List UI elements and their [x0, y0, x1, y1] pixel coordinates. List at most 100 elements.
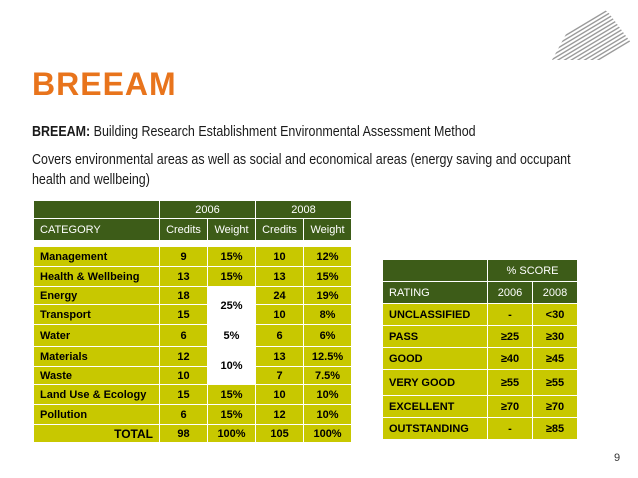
credits-cell: 12 — [159, 346, 208, 367]
weight-cell: 19% — [303, 286, 353, 305]
credits-cell: 15 — [159, 384, 208, 405]
table-row: EXCELLENT ≥70 ≥70 — [382, 395, 578, 418]
table-row: Waste 10 7 7.5% — [33, 366, 353, 385]
credits-cell: 13 — [159, 266, 208, 287]
total-weight-2006: 100% — [206, 424, 257, 443]
credits-cell: 7 — [255, 366, 305, 385]
total-row: TOTAL 98 100% 105 100% — [33, 424, 353, 443]
score-cell: ≥40 — [487, 347, 533, 370]
weight-cell: 6% — [303, 324, 353, 347]
table-row: Energy 18 25% 24 19% — [33, 286, 353, 325]
column-header-credits-2006: Credits — [159, 218, 208, 241]
weight-cell: 15% — [206, 266, 257, 287]
table-row: Pollution 6 15% 12 10% — [33, 404, 353, 425]
page-title: BREEAM — [32, 66, 177, 102]
weight-cell: 10% — [303, 404, 353, 425]
column-header-weight-2008: Weight — [303, 218, 353, 241]
category-cell: Pollution — [33, 404, 160, 425]
total-label: TOTAL — [33, 424, 160, 443]
table-row: Management 9 15% 10 12% — [33, 246, 353, 267]
credits-cell: 13 — [255, 346, 305, 367]
score-cell: ≥70 — [532, 395, 578, 418]
rating-cell: GOOD — [382, 347, 488, 370]
column-header-2006: 2006 — [487, 281, 533, 304]
credits-cell: 6 — [255, 324, 305, 347]
weight-cell: 10% — [303, 384, 353, 405]
subtitle: BREEAM: Building Research Establishment … — [32, 124, 476, 140]
column-header-2008: 2008 — [532, 281, 578, 304]
weight-cell: 12.5% — [303, 346, 353, 367]
credits-cell: 10 — [255, 246, 305, 267]
total-credits-2006: 98 — [159, 424, 208, 443]
table-row: Health & Wellbeing 13 15% 13 15% — [33, 266, 353, 287]
column-header-weight-2006: Weight — [206, 218, 257, 241]
table-row: Water 6 5% 6 6% — [33, 324, 353, 347]
subtitle-acronym: BREEAM: — [32, 124, 91, 140]
table-row: Materials 12 10% 13 12.5% — [33, 346, 353, 385]
score-cell: ≥45 — [532, 347, 578, 370]
table-row: Land Use & Ecology 15 15% 10 10% — [33, 384, 353, 405]
column-header-credits-2008: Credits — [255, 218, 305, 241]
score-cell: - — [487, 303, 533, 326]
rating-cell: OUTSTANDING — [382, 417, 488, 440]
score-cell: ≥30 — [532, 325, 578, 348]
rating-table: % SCORE RATING 2006 2008 UNCLASSIFIED - … — [382, 259, 578, 440]
category-cell: Materials — [33, 346, 160, 367]
weight-cell: 7.5% — [303, 366, 353, 385]
categories-table: 2006 2008 CATEGORY Credits Weight Credit… — [32, 200, 353, 443]
credits-cell: 15 — [159, 304, 208, 325]
credits-cell: 10 — [159, 366, 208, 385]
weight-cell: 12% — [303, 246, 353, 267]
credits-cell: 6 — [159, 324, 208, 347]
weight-cell: 15% — [206, 404, 257, 425]
score-cell: ≥55 — [532, 369, 578, 396]
total-weight-2008: 100% — [303, 424, 353, 443]
weight-cell: 15% — [206, 384, 257, 405]
rating-cell: PASS — [382, 325, 488, 348]
table-row: VERY GOOD ≥55 ≥55 — [382, 369, 578, 396]
rating-cell: UNCLASSIFIED — [382, 303, 488, 326]
credits-cell: 10 — [255, 304, 305, 325]
category-cell: Land Use & Ecology — [33, 384, 160, 405]
year-header-2006: 2006 — [158, 200, 257, 219]
total-credits-2008: 105 — [255, 424, 305, 443]
table-row: UNCLASSIFIED - <30 — [382, 303, 578, 326]
weight-cell: 8% — [303, 304, 353, 325]
score-cell: - — [487, 417, 533, 440]
weight-cell-merged: 25% — [206, 286, 257, 325]
striped-arch-logo-icon — [552, 7, 638, 60]
blank-header-cell — [382, 259, 488, 282]
rating-cell: EXCELLENT — [382, 395, 488, 418]
category-cell: Management — [33, 246, 160, 267]
credits-cell: 12 — [255, 404, 305, 425]
weight-cell: 5% — [206, 324, 257, 347]
weight-cell-merged: 10% — [206, 346, 257, 385]
page-number: 9 — [614, 452, 621, 464]
description-text: Covers environmental areas as well as so… — [32, 152, 571, 188]
category-cell: Transport — [33, 304, 160, 325]
category-cell: Water — [33, 324, 160, 347]
rating-cell: VERY GOOD — [382, 369, 488, 396]
score-header: % SCORE — [487, 259, 578, 282]
table-row: OUTSTANDING - ≥85 — [382, 417, 578, 440]
category-cell: Waste — [33, 366, 160, 385]
credits-cell: 18 — [159, 286, 208, 305]
credits-cell: 13 — [255, 266, 305, 287]
score-cell: ≥85 — [532, 417, 578, 440]
credits-cell: 6 — [159, 404, 208, 425]
score-cell: ≥55 — [487, 369, 533, 396]
table-row: Transport 15 10 8% — [33, 304, 353, 325]
column-header-category: CATEGORY — [33, 218, 160, 241]
score-cell: ≥70 — [487, 395, 533, 418]
credits-cell: 9 — [159, 246, 208, 267]
table-row: PASS ≥25 ≥30 — [382, 325, 578, 348]
subtitle-text: Building Research Establishment Environm… — [90, 124, 476, 140]
blank-header-cell — [33, 200, 160, 219]
score-cell: <30 — [532, 303, 578, 326]
score-cell: ≥25 — [487, 325, 533, 348]
table-row: GOOD ≥40 ≥45 — [382, 347, 578, 370]
column-header-rating: RATING — [382, 281, 488, 304]
credits-cell: 10 — [255, 384, 305, 405]
credits-cell: 24 — [255, 286, 305, 305]
category-cell: Health & Wellbeing — [33, 266, 160, 287]
